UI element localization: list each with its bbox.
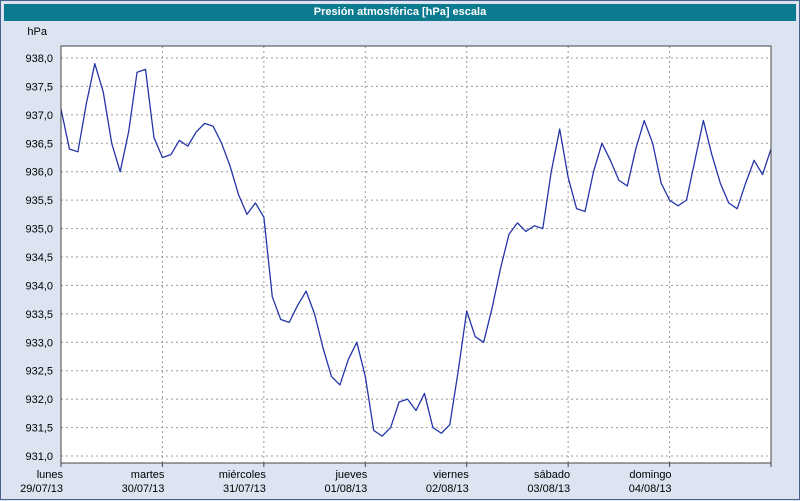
x-day-date: 29/07/13 <box>20 483 63 495</box>
y-axis-unit: hPa <box>27 26 47 38</box>
y-tick-label: 932,5 <box>25 366 53 378</box>
y-tick-label: 933,0 <box>25 337 53 349</box>
y-tick-label: 931,0 <box>25 451 53 463</box>
y-tick-label: 936,5 <box>25 138 53 150</box>
x-day-name: miércoles <box>219 469 267 481</box>
x-day-name: viernes <box>433 469 469 481</box>
y-tick-label: 931,5 <box>25 423 53 435</box>
y-tick-label: 935,0 <box>25 224 53 236</box>
x-day-date: 04/08/13 <box>629 483 672 495</box>
y-tick-label: 937,5 <box>25 81 53 93</box>
x-day-date: 01/08/13 <box>324 483 367 495</box>
y-tick-label: 932,0 <box>25 394 53 406</box>
title-bar: Presión atmosférica [hPa] escala <box>4 4 796 21</box>
pressure-line <box>60 63 772 437</box>
chart-title: Presión atmosférica [hPa] escala <box>313 6 487 18</box>
y-tick-label: 935,5 <box>25 195 53 207</box>
x-day-name: domingo <box>629 469 671 481</box>
y-tick-label: 938,0 <box>25 53 53 65</box>
plot-border <box>60 45 772 464</box>
x-day-date: 30/07/13 <box>122 483 165 495</box>
x-day-date: 03/08/13 <box>527 483 570 495</box>
y-tick-label: 934,5 <box>25 252 53 264</box>
x-day-name: martes <box>131 469 165 481</box>
y-tick-label: 937,0 <box>25 110 53 122</box>
y-tick-label: 934,0 <box>25 280 53 292</box>
x-day-date: 02/08/13 <box>426 483 469 495</box>
plot-area <box>61 46 771 463</box>
x-day-date: 31/07/13 <box>223 483 266 495</box>
x-day-name: sábado <box>534 469 570 481</box>
x-day-name: jueves <box>334 469 367 481</box>
y-tick-label: 933,5 <box>25 309 53 321</box>
x-day-name: lunes <box>37 469 64 481</box>
y-tick-label: 936,0 <box>25 167 53 179</box>
